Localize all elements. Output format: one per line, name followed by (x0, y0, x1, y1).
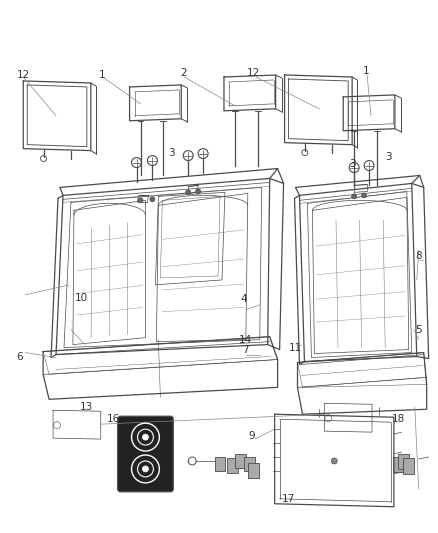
FancyBboxPatch shape (235, 454, 246, 469)
FancyBboxPatch shape (244, 456, 255, 471)
Text: 3: 3 (385, 151, 392, 161)
Text: 2: 2 (180, 68, 187, 78)
FancyBboxPatch shape (227, 458, 238, 473)
Text: 1: 1 (363, 66, 369, 76)
FancyBboxPatch shape (398, 454, 409, 470)
Text: 14: 14 (239, 335, 252, 345)
FancyBboxPatch shape (118, 416, 173, 492)
Text: 3: 3 (349, 158, 356, 168)
Text: 7: 7 (243, 344, 249, 354)
FancyBboxPatch shape (248, 464, 259, 479)
Text: 18: 18 (392, 414, 406, 424)
Circle shape (142, 466, 148, 472)
Circle shape (362, 193, 367, 198)
Text: 9: 9 (248, 431, 255, 441)
Text: 5: 5 (415, 325, 422, 335)
Text: 10: 10 (74, 293, 88, 303)
Text: 11: 11 (289, 343, 302, 352)
FancyBboxPatch shape (215, 456, 226, 471)
Text: 1: 1 (99, 70, 105, 80)
Circle shape (352, 194, 357, 199)
Circle shape (186, 190, 191, 195)
FancyBboxPatch shape (393, 456, 404, 472)
FancyBboxPatch shape (403, 458, 414, 474)
Circle shape (142, 434, 148, 440)
Circle shape (331, 458, 337, 464)
Text: 16: 16 (107, 414, 120, 424)
Text: 12: 12 (17, 70, 30, 80)
Text: 8: 8 (415, 251, 422, 261)
Circle shape (138, 198, 143, 203)
Text: 12: 12 (247, 68, 261, 78)
Text: 6: 6 (16, 352, 23, 361)
Text: 17: 17 (282, 494, 295, 504)
Circle shape (196, 189, 201, 194)
Text: 13: 13 (80, 402, 93, 412)
Text: 3: 3 (168, 148, 175, 158)
Circle shape (150, 197, 155, 202)
Text: 4: 4 (240, 294, 247, 304)
